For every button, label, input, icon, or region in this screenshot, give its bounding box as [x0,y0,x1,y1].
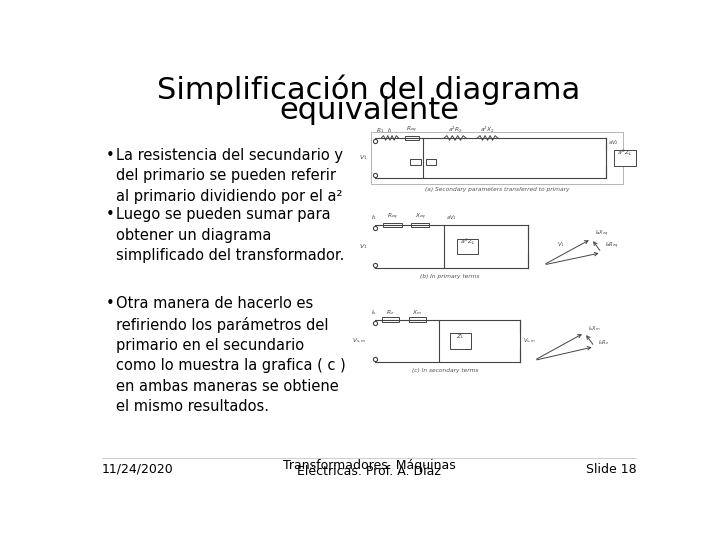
Text: $R_{eq}$: $R_{eq}$ [406,125,417,135]
Bar [383,222,402,227]
Text: Otra manera de hacerlo es
refiriendo los parámetros del
primario en el secundari: Otra manera de hacerlo es refiriendo los… [117,296,346,414]
Bar [410,159,421,165]
Text: $I_aX_{eq}$: $I_aX_{eq}$ [595,228,608,239]
Bar [411,222,429,227]
Text: $aV_2$: $aV_2$ [608,138,619,147]
Text: $a^2X_2$: $a^2X_2$ [480,125,495,135]
Text: $V_1$: $V_1$ [359,153,367,163]
Text: $aV_1$: $aV_1$ [446,213,456,222]
Text: $R_{eq}$: $R_{eq}$ [387,212,397,222]
Text: Slide 18: Slide 18 [586,463,636,476]
Text: $a^2Z_L$: $a^2Z_L$ [459,237,475,247]
Text: •: • [106,296,114,311]
Bar [451,333,471,348]
Bar [408,318,426,322]
Text: $R_1$: $R_1$ [376,126,384,135]
Text: (c) In secondary terms: (c) In secondary terms [412,368,479,373]
Text: $R_e$: $R_e$ [387,308,395,316]
Text: $a^2Z_L$: $a^2Z_L$ [617,148,632,158]
Text: La resistencia del secundario y
del primario se pueden referir
al primario divid: La resistencia del secundario y del prim… [117,148,343,204]
Text: $V_{s,m}$: $V_{s,m}$ [352,337,366,345]
Text: $a^2R_2$: $a^2R_2$ [448,125,462,135]
Text: $Z_L$: $Z_L$ [456,332,464,341]
Text: $I_1$: $I_1$ [387,126,393,135]
Text: $I_aR_{eq}$: $I_aR_{eq}$ [605,241,618,251]
Text: $V_{s,m}$: $V_{s,m}$ [523,337,536,345]
Text: $I_sX_m$: $I_sX_m$ [588,324,600,333]
Text: 11/24/2020: 11/24/2020 [102,463,174,476]
Text: Eléctricas. Prof. A. Diaz: Eléctricas. Prof. A. Diaz [297,465,441,478]
Bar [426,159,436,165]
Text: •: • [106,148,114,163]
Bar [614,150,636,166]
Text: (b) In primary terms: (b) In primary terms [420,274,479,279]
Text: •: • [106,207,114,222]
Text: $V_1$: $V_1$ [359,242,367,251]
Bar [371,132,624,184]
Text: Transformadores. Máquinas: Transformadores. Máquinas [283,458,455,472]
Text: equivalente: equivalente [279,96,459,125]
Bar [405,136,418,140]
Text: $X_m$: $X_m$ [412,308,422,316]
Text: $V_1$: $V_1$ [557,240,565,249]
Bar [382,318,399,322]
Text: Luego se pueden sumar para
obtener un diagrama
simplificado del transformador.: Luego se pueden sumar para obtener un di… [117,207,345,263]
Text: $I_sR_e$: $I_sR_e$ [598,338,609,347]
Text: Simplificación del diagrama: Simplificación del diagrama [158,75,580,105]
Bar [457,239,477,254]
Text: (a) Secondary parameters transferred to primary: (a) Secondary parameters transferred to … [425,187,569,192]
Text: $I_s$: $I_s$ [371,308,377,316]
Text: $X_{eq}$: $X_{eq}$ [415,212,426,222]
Text: $I_1$: $I_1$ [371,213,377,222]
